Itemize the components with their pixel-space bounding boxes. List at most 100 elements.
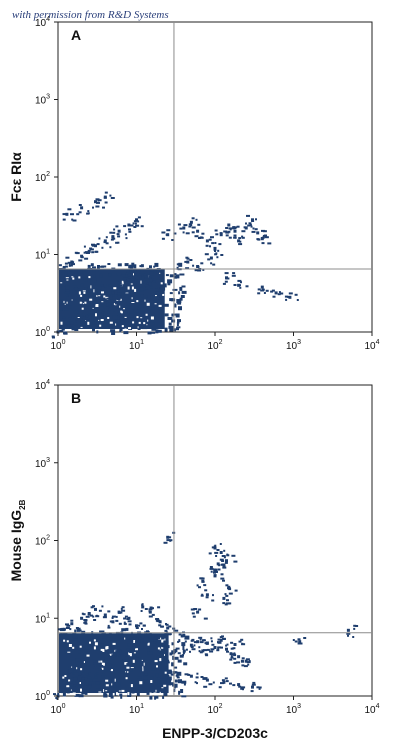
event-dot [111, 617, 114, 619]
density-gap [143, 322, 146, 325]
event-dot [261, 288, 265, 291]
event-dot [141, 605, 145, 609]
event-dot [143, 281, 148, 284]
event-dot [251, 218, 254, 222]
event-dot [241, 230, 246, 233]
event-dot [353, 627, 356, 630]
event-dot [92, 321, 97, 325]
density-gap [131, 286, 134, 290]
event-dot [127, 620, 132, 623]
event-dot [176, 266, 179, 270]
event-dot [155, 291, 159, 294]
density-gap [142, 668, 144, 672]
event-dot [247, 224, 251, 227]
event-dot [125, 272, 129, 275]
event-dot [69, 269, 73, 272]
event-dot [109, 645, 113, 649]
event-dot [187, 673, 191, 676]
event-dot [96, 280, 102, 284]
event-dot [77, 677, 82, 680]
density-gap [154, 660, 158, 663]
event-dot [81, 692, 86, 695]
event-dot [137, 275, 142, 277]
event-dot [86, 302, 90, 305]
event-dot [141, 642, 145, 645]
event-dot [169, 298, 174, 302]
event-dot [125, 627, 129, 631]
event-dot [225, 647, 228, 651]
event-dot [94, 607, 97, 611]
density-gap [119, 298, 122, 301]
event-dot [159, 640, 163, 643]
event-dot [188, 225, 192, 228]
event-dot [96, 688, 101, 692]
event-dot [80, 314, 84, 318]
event-dot [189, 650, 191, 653]
density-gap [139, 681, 143, 685]
event-dot [178, 306, 182, 311]
event-dot [233, 229, 237, 233]
event-dot [162, 670, 167, 673]
event-dot [134, 657, 139, 661]
event-dot [111, 677, 114, 682]
event-dot [132, 222, 135, 225]
event-dot [346, 632, 351, 635]
x-tick-label: 101 [129, 703, 144, 716]
event-dot [115, 615, 118, 618]
density-gap [121, 280, 124, 284]
event-dot [191, 648, 196, 651]
event-dot [136, 323, 139, 327]
event-dot [105, 242, 109, 245]
event-dot [92, 293, 97, 297]
event-dot [241, 664, 245, 667]
event-dot [234, 589, 238, 592]
density-gap [76, 667, 78, 670]
event-dot [151, 296, 156, 300]
event-dot [64, 262, 68, 265]
event-dot [112, 308, 116, 312]
event-dot [88, 679, 93, 682]
event-dot [214, 242, 217, 244]
event-dot [248, 660, 251, 662]
event-dot [82, 303, 86, 305]
event-dot [161, 302, 164, 305]
event-dot [225, 584, 229, 587]
x-tick-label: 102 [207, 339, 222, 352]
density-gap [101, 667, 104, 670]
event-dot [114, 290, 118, 295]
event-dot [103, 694, 108, 698]
density-gap [98, 295, 101, 297]
event-dot [72, 632, 77, 635]
event-dot [278, 291, 281, 294]
event-dot [110, 299, 113, 302]
density-gap [100, 319, 104, 321]
density-gap [101, 291, 104, 294]
event-dot [81, 691, 83, 694]
event-dot [182, 646, 185, 650]
event-dot [87, 212, 90, 215]
event-dot [75, 252, 80, 255]
y-tick-label: 101 [35, 249, 50, 262]
event-dot [110, 197, 115, 199]
event-dot [86, 314, 92, 319]
event-dot [65, 285, 70, 290]
event-dot [143, 275, 146, 278]
density-gap [71, 276, 74, 278]
event-dot [175, 674, 179, 677]
event-dot [75, 680, 80, 683]
event-dot [132, 269, 135, 272]
density-gap [118, 690, 121, 692]
event-dot [78, 675, 83, 678]
event-dot [209, 567, 214, 570]
density-gap [72, 646, 75, 649]
event-dot [178, 690, 181, 695]
event-dot [150, 295, 154, 298]
event-dot [108, 308, 111, 312]
event-dot [65, 627, 70, 629]
event-dot [93, 660, 96, 663]
event-dot [71, 660, 76, 665]
event-dot [296, 299, 299, 301]
density-gap [146, 302, 150, 306]
event-dot [234, 226, 238, 229]
event-dot [127, 310, 130, 314]
